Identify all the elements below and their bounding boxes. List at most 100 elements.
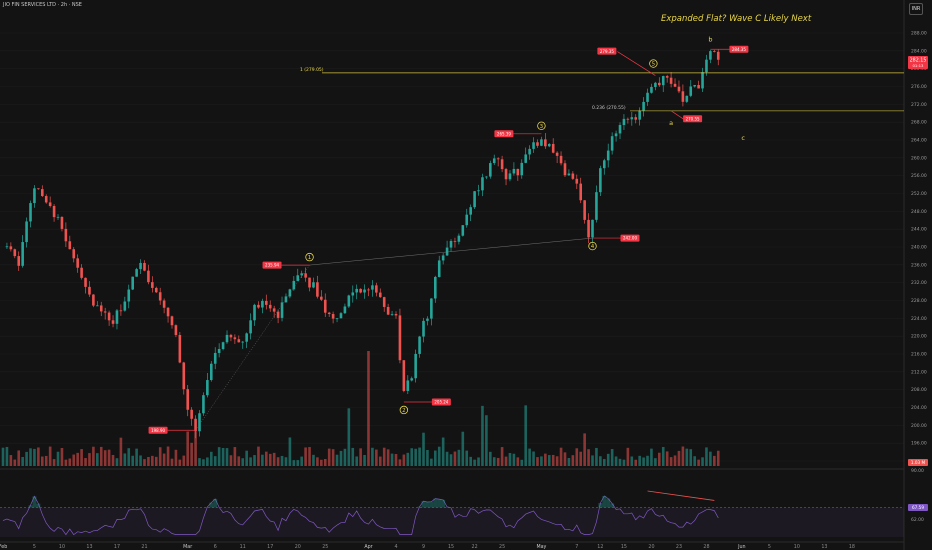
volume-bars — [1, 351, 720, 466]
volume-bar — [245, 450, 248, 466]
candle-body — [705, 59, 708, 73]
candle-body — [434, 276, 437, 299]
candle-body — [347, 295, 351, 307]
candle-body — [107, 312, 111, 321]
price-tag-wave-3: 265.39 — [497, 131, 511, 136]
volume-bar — [88, 453, 91, 466]
volume-bar — [41, 456, 44, 466]
candle-body — [512, 168, 516, 174]
candle-body — [665, 76, 669, 78]
candle-body — [469, 207, 472, 215]
price-tag-box — [729, 45, 749, 53]
volume-bar — [162, 453, 166, 466]
candle-body — [331, 314, 335, 319]
volume-bar — [528, 448, 531, 466]
volume-bar — [661, 447, 665, 466]
candle-body — [359, 288, 362, 293]
candle-body — [48, 202, 52, 207]
volume-bar — [154, 456, 158, 466]
last-price-countdown: 01:13 — [913, 63, 925, 68]
volume-bar — [673, 455, 677, 466]
currency-badge[interactable]: INR — [909, 3, 923, 15]
price-tag-line — [670, 110, 684, 120]
volume-bar — [5, 446, 9, 466]
volume-bar — [56, 451, 60, 466]
candle-body — [178, 335, 182, 363]
candle-body — [103, 311, 107, 313]
volume-bar — [595, 447, 598, 466]
candle-body — [80, 267, 83, 278]
volume-bar — [508, 452, 512, 466]
volume-bar — [320, 459, 323, 466]
volume-bar — [520, 459, 524, 466]
time-tick: 11 — [240, 544, 246, 550]
rsi-band — [0, 507, 904, 537]
candle-body — [202, 395, 205, 414]
price-axis: 288.00 284.00 280.00 276.00 272.00 268.00 264.… — [911, 31, 927, 465]
volume-bar — [418, 447, 421, 466]
volume-bar — [414, 448, 417, 466]
time-tick: 4 — [394, 544, 397, 550]
volume-bar — [630, 456, 634, 466]
volume-bar — [559, 447, 563, 466]
volume-bar — [563, 452, 567, 466]
candle-body — [394, 314, 398, 316]
candle-body — [426, 318, 429, 321]
volume-bar — [229, 455, 233, 466]
candle-body — [143, 262, 146, 271]
volume-bar — [677, 450, 681, 466]
price-tag-wave-b: 284.35 — [732, 47, 746, 52]
candle-body — [473, 191, 476, 208]
volume-bar — [410, 448, 414, 466]
time-tick: 20 — [295, 544, 301, 550]
price-tag-line — [617, 51, 656, 76]
price-tick: 268.00 — [911, 120, 927, 126]
wave-label-b: b — [708, 35, 712, 43]
candle-body — [489, 163, 492, 177]
candle-body — [532, 142, 535, 149]
volume-bar — [335, 454, 339, 466]
volume-bar — [111, 454, 115, 466]
time-tick: 21 — [141, 544, 147, 550]
time-tick: 22 — [472, 544, 478, 550]
candle-body — [115, 310, 119, 324]
candle-body — [21, 242, 24, 266]
candle-body — [190, 409, 193, 419]
volume-bar — [402, 454, 406, 466]
candle-body — [92, 294, 95, 306]
chart-headline: Expanded Flat? Wave C Likely Next — [661, 14, 812, 24]
volume-bar — [500, 447, 504, 466]
candle-body — [544, 139, 547, 147]
candle-body — [528, 148, 531, 155]
last-price-badge — [908, 56, 928, 69]
candle-body — [689, 86, 693, 96]
candle-body — [119, 310, 123, 312]
volume-bar — [544, 453, 547, 466]
last-price-value: 282.15 — [910, 58, 927, 64]
volume-bar — [496, 457, 500, 466]
wave-marker-4 — [588, 241, 597, 251]
volume-bar — [170, 458, 174, 466]
candle-body — [41, 189, 44, 197]
price-tick: 196.00 — [911, 441, 927, 447]
candle-body — [618, 125, 622, 134]
wave-marker-5 — [649, 59, 658, 68]
time-tick: 17 — [114, 544, 120, 550]
volume-bar — [489, 451, 492, 466]
candle-body — [158, 292, 162, 301]
volume-bar — [13, 459, 17, 466]
time-tick: 13 — [821, 544, 827, 550]
candle-body — [559, 155, 563, 164]
time-tick: 23 — [676, 544, 682, 550]
candle-body — [677, 86, 681, 92]
candle-body — [716, 51, 720, 60]
candle-body — [626, 118, 630, 120]
volume-bar — [449, 454, 453, 466]
rsi-tick: 90.00 — [911, 468, 924, 474]
rsi-line — [2, 495, 719, 536]
candle-body — [272, 308, 276, 312]
candle-body — [135, 269, 138, 277]
candle-body — [151, 282, 154, 288]
candle-body — [154, 287, 158, 293]
